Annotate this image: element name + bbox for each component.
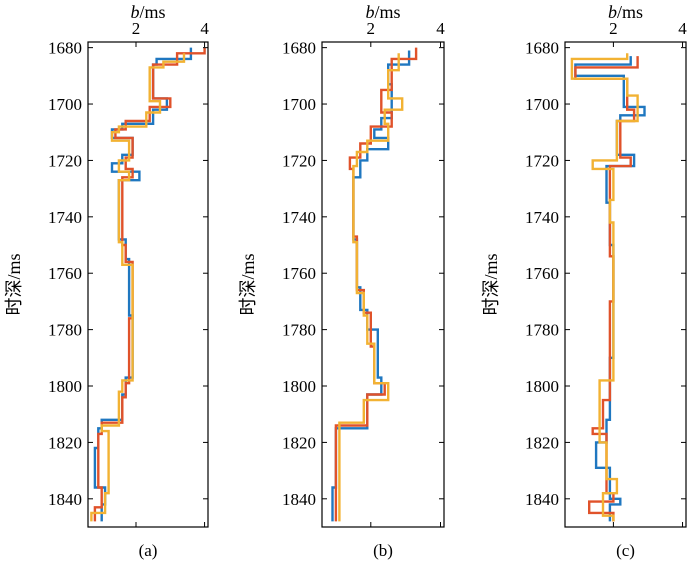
panel-label: (b) bbox=[373, 541, 393, 560]
y-tick-label: 1780 bbox=[282, 321, 316, 340]
y-tick-label: 1720 bbox=[525, 151, 559, 170]
x-tick-label: 4 bbox=[436, 19, 445, 38]
y-tick-label: 1840 bbox=[525, 490, 559, 509]
y-tick-label: 1680 bbox=[525, 39, 559, 58]
y-axis-title: 时深/ms bbox=[481, 253, 501, 315]
y-tick-label: 1760 bbox=[525, 264, 559, 283]
y-tick-label: 1700 bbox=[525, 95, 559, 114]
y-tick-label: 1680 bbox=[282, 39, 316, 58]
panel-3: 1680 1700 1720 1740 1760 1780 1800 1820 1840 2 4 b/… bbox=[481, 2, 687, 560]
y-tick-label: 1820 bbox=[48, 433, 82, 452]
y-tick-label: 1760 bbox=[282, 264, 316, 283]
x-axis-title: b/ms bbox=[130, 2, 165, 22]
x-tick-label: 4 bbox=[200, 19, 209, 38]
y-tick-label: 1800 bbox=[48, 377, 82, 396]
x-axis-title: b/ms bbox=[608, 2, 643, 22]
plot-frame bbox=[87, 41, 209, 528]
plot-frame bbox=[321, 41, 445, 528]
y-tick-label: 1780 bbox=[525, 321, 559, 340]
x-tick-label: 4 bbox=[678, 19, 687, 38]
y-tick-label: 1680 bbox=[48, 39, 82, 58]
y-tick-label: 1780 bbox=[48, 321, 82, 340]
y-tick-label: 1740 bbox=[48, 208, 82, 227]
series-red-line bbox=[93, 47, 206, 522]
y-tick-label: 1820 bbox=[525, 433, 559, 452]
x-tick-label: 2 bbox=[132, 19, 141, 38]
panel-label: (a) bbox=[139, 541, 158, 560]
x-axis-title: b/ms bbox=[365, 2, 400, 22]
y-tick-label: 1800 bbox=[525, 377, 559, 396]
y-tick-label: 1700 bbox=[282, 95, 316, 114]
y-tick-label: 1740 bbox=[525, 208, 559, 227]
y-tick-label: 1760 bbox=[48, 264, 82, 283]
panel-label: (c) bbox=[616, 541, 635, 560]
series-red-line bbox=[334, 47, 418, 522]
series-yellow-line bbox=[570, 53, 639, 522]
y-tick-label: 1840 bbox=[282, 490, 316, 509]
series-blue-line bbox=[574, 56, 646, 522]
y-tick-label: 1700 bbox=[48, 95, 82, 114]
panel-2: 1680 1700 1720 1740 1760 1780 1800 1820 1840 2 4 b/… bbox=[238, 2, 445, 560]
series-yellow-line bbox=[90, 53, 186, 522]
series-yellow-line bbox=[338, 53, 404, 522]
y-tick-label: 1740 bbox=[282, 208, 316, 227]
y-tick-label: 1840 bbox=[48, 490, 82, 509]
x-tick-label: 2 bbox=[367, 19, 376, 38]
y-axis-title: 时深/ms bbox=[238, 253, 258, 315]
y-tick-label: 1800 bbox=[282, 377, 316, 396]
panel-1: 1680 1700 1720 1740 1760 1780 1800 1820 1840 2 4 b/… bbox=[4, 2, 209, 560]
y-tick-label: 1720 bbox=[282, 151, 316, 170]
x-tick-label: 2 bbox=[609, 19, 618, 38]
y-tick-label: 1720 bbox=[48, 151, 82, 170]
y-axis-title: 时深/ms bbox=[4, 253, 24, 315]
plot-frame bbox=[564, 41, 687, 528]
y-tick-label: 1820 bbox=[282, 433, 316, 452]
series-blue-line bbox=[331, 50, 411, 522]
